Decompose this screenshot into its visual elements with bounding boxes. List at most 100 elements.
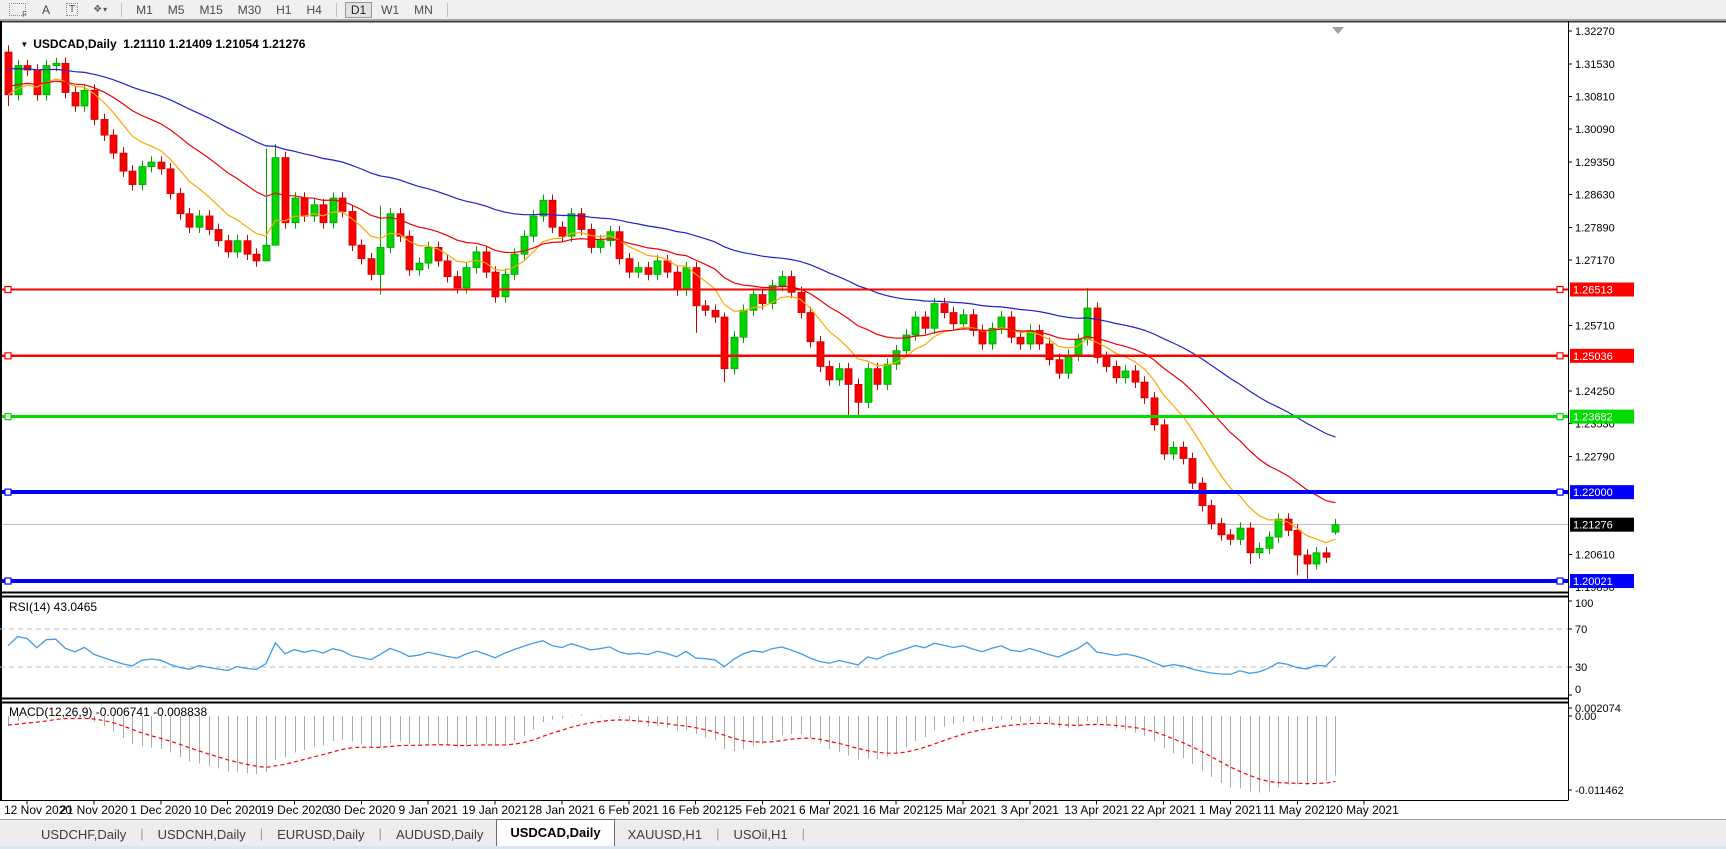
svg-text:19 Dec 2020: 19 Dec 2020	[260, 803, 328, 817]
ma-fast-line	[7, 78, 1336, 544]
ma-slow-line	[7, 68, 1336, 438]
svg-text:70: 70	[1575, 624, 1587, 636]
tab-xauusd-h1[interactable]: XAUUSD,H1	[627, 827, 703, 842]
svg-text:30 Dec 2020: 30 Dec 2020	[327, 803, 395, 817]
svg-text:1.28630: 1.28630	[1575, 189, 1615, 201]
chart-title-text: USDCAD,Daily 1.21110 1.21409 1.21054 1.2…	[33, 37, 306, 51]
svg-text:1 May 2021: 1 May 2021	[1199, 803, 1262, 817]
hline-handle	[1556, 488, 1564, 496]
svg-text:1.20610: 1.20610	[1575, 550, 1615, 562]
hline-handle	[1556, 352, 1564, 360]
timeframe-m1-button[interactable]: M1	[130, 2, 159, 18]
svg-text:1.32270: 1.32270	[1575, 26, 1615, 38]
svg-text:30: 30	[1575, 662, 1587, 674]
timeframe-h4-button[interactable]: H4	[300, 2, 327, 18]
chart-tab-bar: USDCHF,Daily USDCNH,Daily EURUSD,Daily A…	[0, 819, 1726, 846]
svg-text:1.22790: 1.22790	[1575, 452, 1615, 464]
svg-text:1 Dec 2020: 1 Dec 2020	[130, 803, 192, 817]
svg-text:1.27890: 1.27890	[1575, 223, 1615, 235]
svg-text:1.30810: 1.30810	[1575, 92, 1615, 104]
ma-mid-line	[7, 80, 1336, 504]
svg-text:1.24250: 1.24250	[1575, 386, 1615, 398]
grid-f-icon: F	[9, 3, 27, 19]
timeframe-d1-button[interactable]: D1	[344, 1, 373, 18]
hline-handle	[4, 285, 12, 294]
svg-text:22 Apr 2021: 22 Apr 2021	[1131, 803, 1196, 817]
tab-eurusd-daily[interactable]: EURUSD,Daily	[277, 827, 365, 842]
timeframe-m5-button[interactable]: M5	[162, 2, 191, 18]
chart-background	[0, 20, 1726, 819]
grip-f-tool-button[interactable]: F	[3, 2, 32, 19]
svg-text:16 Feb 2021: 16 Feb 2021	[662, 803, 730, 817]
svg-text:1.29350: 1.29350	[1575, 157, 1615, 169]
hline-handle	[4, 488, 12, 496]
current-price-badge: 1.21276	[1570, 517, 1634, 532]
svg-text:100: 100	[1575, 598, 1593, 610]
svg-text:1.20021: 1.20021	[1573, 576, 1613, 588]
timeframe-mn-button[interactable]: MN	[408, 2, 439, 18]
level-price-badge: 1.22000	[1570, 485, 1634, 500]
top-toolbar: F A T ❖ ▾ M1 M5 M15 M30 H1 H4 D1 W1 MN	[0, 0, 1726, 20]
tab-usdchf-daily[interactable]: USDCHF,Daily	[41, 827, 127, 842]
svg-text:1.25036: 1.25036	[1573, 351, 1613, 363]
svg-text:1.26513: 1.26513	[1573, 285, 1613, 297]
text-box-icon: T	[66, 3, 79, 16]
rsi-pane: 100 70 30 0	[0, 598, 1593, 696]
svg-text:1.25710: 1.25710	[1575, 321, 1615, 333]
svg-text:28 Jan 2021: 28 Jan 2021	[529, 803, 595, 817]
rsi-pane-label: RSI(14) 43.0465	[9, 600, 98, 614]
svg-text:12 Nov 2020: 12 Nov 2020	[4, 803, 72, 817]
macd-pane-label: MACD(12,26,9) -0.006741 -0.008838	[9, 705, 208, 719]
timeframe-m30-button[interactable]: M30	[232, 2, 267, 18]
toolbar-separator	[335, 2, 337, 17]
shift-marker-icon	[1332, 27, 1344, 34]
level-price-badge: 1.26513	[1570, 282, 1634, 297]
hline-handle	[4, 352, 12, 360]
svg-text:13 Apr 2021: 13 Apr 2021	[1064, 803, 1129, 817]
timeframe-h1-button[interactable]: H1	[270, 2, 297, 18]
hline-handle	[1556, 577, 1564, 585]
level-price-badge: 1.23682	[1570, 409, 1634, 424]
svg-text:3 Apr 2021: 3 Apr 2021	[1001, 803, 1059, 817]
timeframe-m15-button[interactable]: M15	[193, 2, 228, 18]
svg-text:0: 0	[1575, 684, 1581, 696]
svg-text:6 Feb 2021: 6 Feb 2021	[598, 803, 659, 817]
tab-separator	[801, 826, 806, 841]
arrow-tool-button[interactable]: A	[35, 2, 57, 18]
tab-audusd-daily[interactable]: AUDUSD,Daily	[395, 827, 484, 842]
svg-text:1.21276: 1.21276	[1573, 520, 1613, 532]
svg-text:-0.011462: -0.011462	[1575, 785, 1624, 797]
svg-text:21 Nov 2020: 21 Nov 2020	[60, 803, 128, 817]
letter-a-icon: A	[41, 2, 50, 17]
arrows-dropdown-button[interactable]: ❖ ▾	[87, 2, 113, 18]
svg-text:9 Jan 2021: 9 Jan 2021	[399, 803, 459, 817]
svg-text:10 Dec 2020: 10 Dec 2020	[194, 803, 262, 817]
chevron-down-icon: ▾	[103, 5, 108, 14]
level-price-badge: 1.25036	[1570, 348, 1634, 363]
hline-handle	[4, 413, 12, 421]
svg-text:1.30090: 1.30090	[1575, 124, 1615, 136]
svg-text:19 Jan 2021: 19 Jan 2021	[462, 803, 528, 817]
rsi-line	[7, 635, 1336, 676]
chart-title: ▼ USDCAD,Daily 1.21110 1.21409 1.21054 1.…	[7, 23, 305, 65]
timeframe-w1-button[interactable]: W1	[375, 2, 405, 18]
toolbar-separator	[121, 2, 123, 17]
tab-usdcnh-daily[interactable]: USDCNH,Daily	[157, 827, 246, 842]
hline-handle	[1556, 285, 1564, 294]
candles-series	[4, 45, 1340, 582]
text-label-tool-button[interactable]: T	[60, 2, 84, 18]
svg-text:16 Mar 2021: 16 Mar 2021	[862, 803, 930, 817]
svg-text:0.00: 0.00	[1575, 711, 1596, 723]
level-price-badge: 1.20021	[1570, 574, 1634, 589]
tab-usdcad-daily[interactable]: USDCAD,Daily	[496, 819, 615, 846]
tab-usoil-h1[interactable]: USOil,H1	[733, 827, 788, 842]
svg-text:6 Mar 2021: 6 Mar 2021	[799, 803, 860, 817]
hline-handle	[1556, 413, 1564, 421]
chart-canvas[interactable]: 1.32270 1.31530 1.30810 1.30090 1.29350 1.286…	[0, 20, 1726, 819]
svg-text:1.31530: 1.31530	[1575, 59, 1615, 71]
level-lines[interactable]	[0, 285, 1568, 585]
symbol-dropdown-icon[interactable]: ▼	[20, 40, 29, 49]
